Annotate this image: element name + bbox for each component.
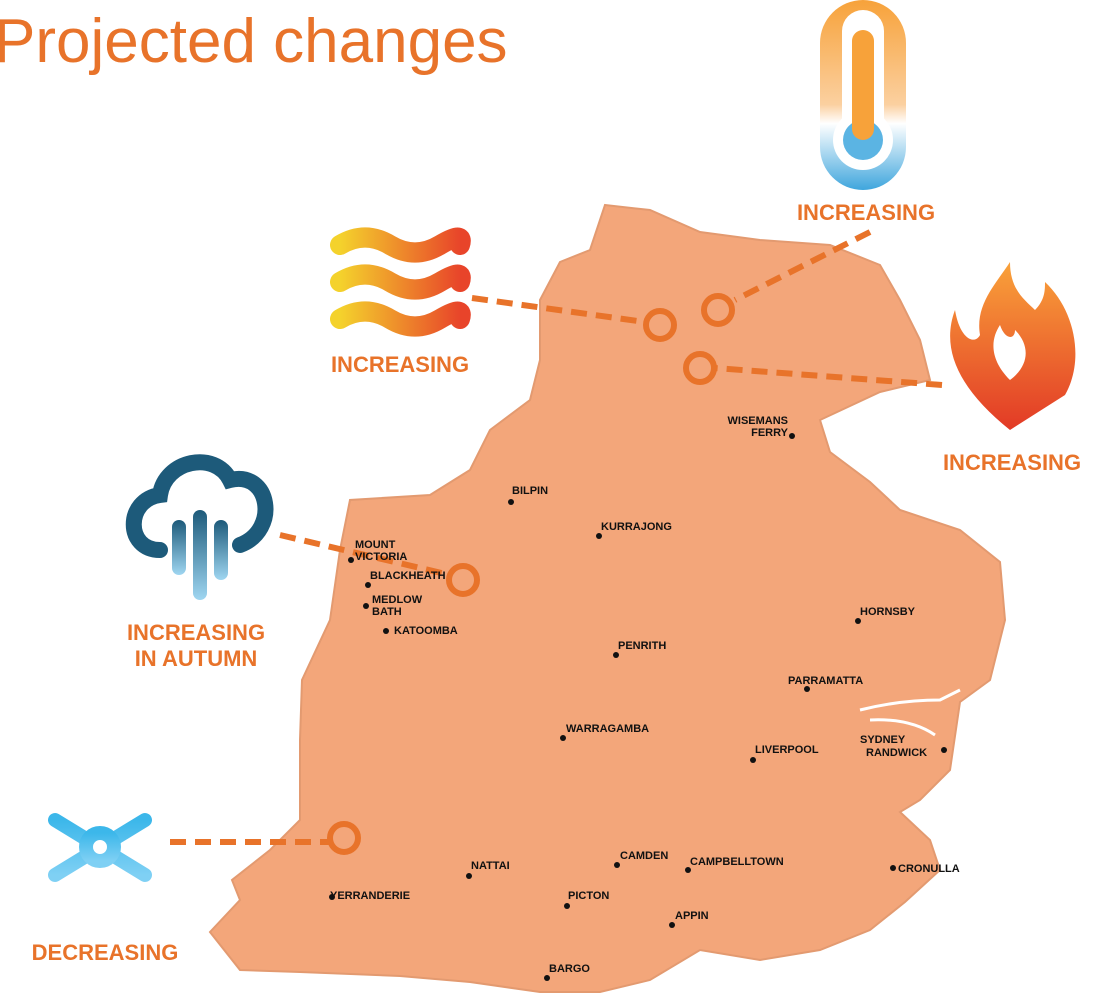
indicator-label: INCREASING: [127, 620, 265, 645]
place-label: VICTORIA: [355, 551, 407, 563]
place-label: CAMDEN: [620, 850, 668, 862]
place-dot: [613, 652, 619, 658]
place-label: BILPIN: [512, 485, 548, 497]
place-label: PICTON: [568, 890, 609, 902]
place-dot: [383, 628, 389, 634]
place-label: SYDNEY: [860, 734, 906, 746]
place-label: BLACKHEATH: [370, 570, 446, 582]
place-label: MEDLOW: [372, 594, 423, 606]
place-dot: [614, 862, 620, 868]
place-label: KURRAJONG: [601, 521, 672, 533]
place-label: YERRANDERIE: [330, 890, 410, 902]
place-dot: [890, 865, 896, 871]
place-label: WARRAGAMBA: [566, 723, 649, 735]
place-dot: [348, 557, 354, 563]
connectors: [170, 229, 943, 855]
place-dot: [508, 499, 514, 505]
place-label: HORNSBY: [860, 606, 916, 618]
place-label: CRONULLA: [898, 863, 960, 875]
indicator-label: INCREASING: [943, 450, 1081, 475]
rain-icon: [125, 454, 274, 600]
place-label: LIVERPOOL: [755, 744, 819, 756]
place-dot: [560, 735, 566, 741]
place-label: KATOOMBA: [394, 625, 458, 637]
place-dot: [544, 975, 550, 981]
place-dot: [564, 903, 570, 909]
wind-icon: [330, 227, 471, 337]
place-label: CAMPBELLTOWN: [690, 856, 784, 868]
title: Projected changes: [0, 7, 508, 76]
place-dot: [685, 867, 691, 873]
thermometer-icon: [820, 0, 906, 190]
place-dot: [669, 922, 675, 928]
fire-inner: [993, 325, 1026, 380]
snow-icon: [48, 788, 152, 907]
indicator-label: INCREASING: [797, 200, 935, 225]
place-dot: [941, 747, 947, 753]
place-dot: [855, 618, 861, 624]
place-label: WISEMANS: [728, 415, 789, 427]
place-label: MOUNT: [355, 539, 396, 551]
place-label: PENRITH: [618, 640, 666, 652]
place-dot: [329, 894, 335, 900]
indicator-label: DECREASING: [32, 940, 179, 965]
place-dot: [365, 582, 371, 588]
place-label: PARRAMATTA: [788, 675, 863, 687]
place-dot: [789, 433, 795, 439]
place-dot: [596, 533, 602, 539]
place-label: FERRY: [751, 427, 789, 439]
indicator-label: IN AUTUMN: [135, 646, 258, 671]
indicator-label: INCREASING: [331, 352, 469, 377]
place-label: RANDWICK: [866, 747, 927, 759]
harbour: [859, 688, 961, 737]
place-dot: [363, 603, 369, 609]
place-dot: [804, 686, 810, 692]
place-label: BARGO: [549, 963, 590, 975]
place-dot: [466, 873, 472, 879]
place-label: NATTAI: [471, 860, 510, 872]
region-map: [208, 203, 1007, 993]
place-label: APPIN: [675, 910, 709, 922]
place-label: BATH: [372, 606, 402, 618]
place-dot: [750, 757, 756, 763]
